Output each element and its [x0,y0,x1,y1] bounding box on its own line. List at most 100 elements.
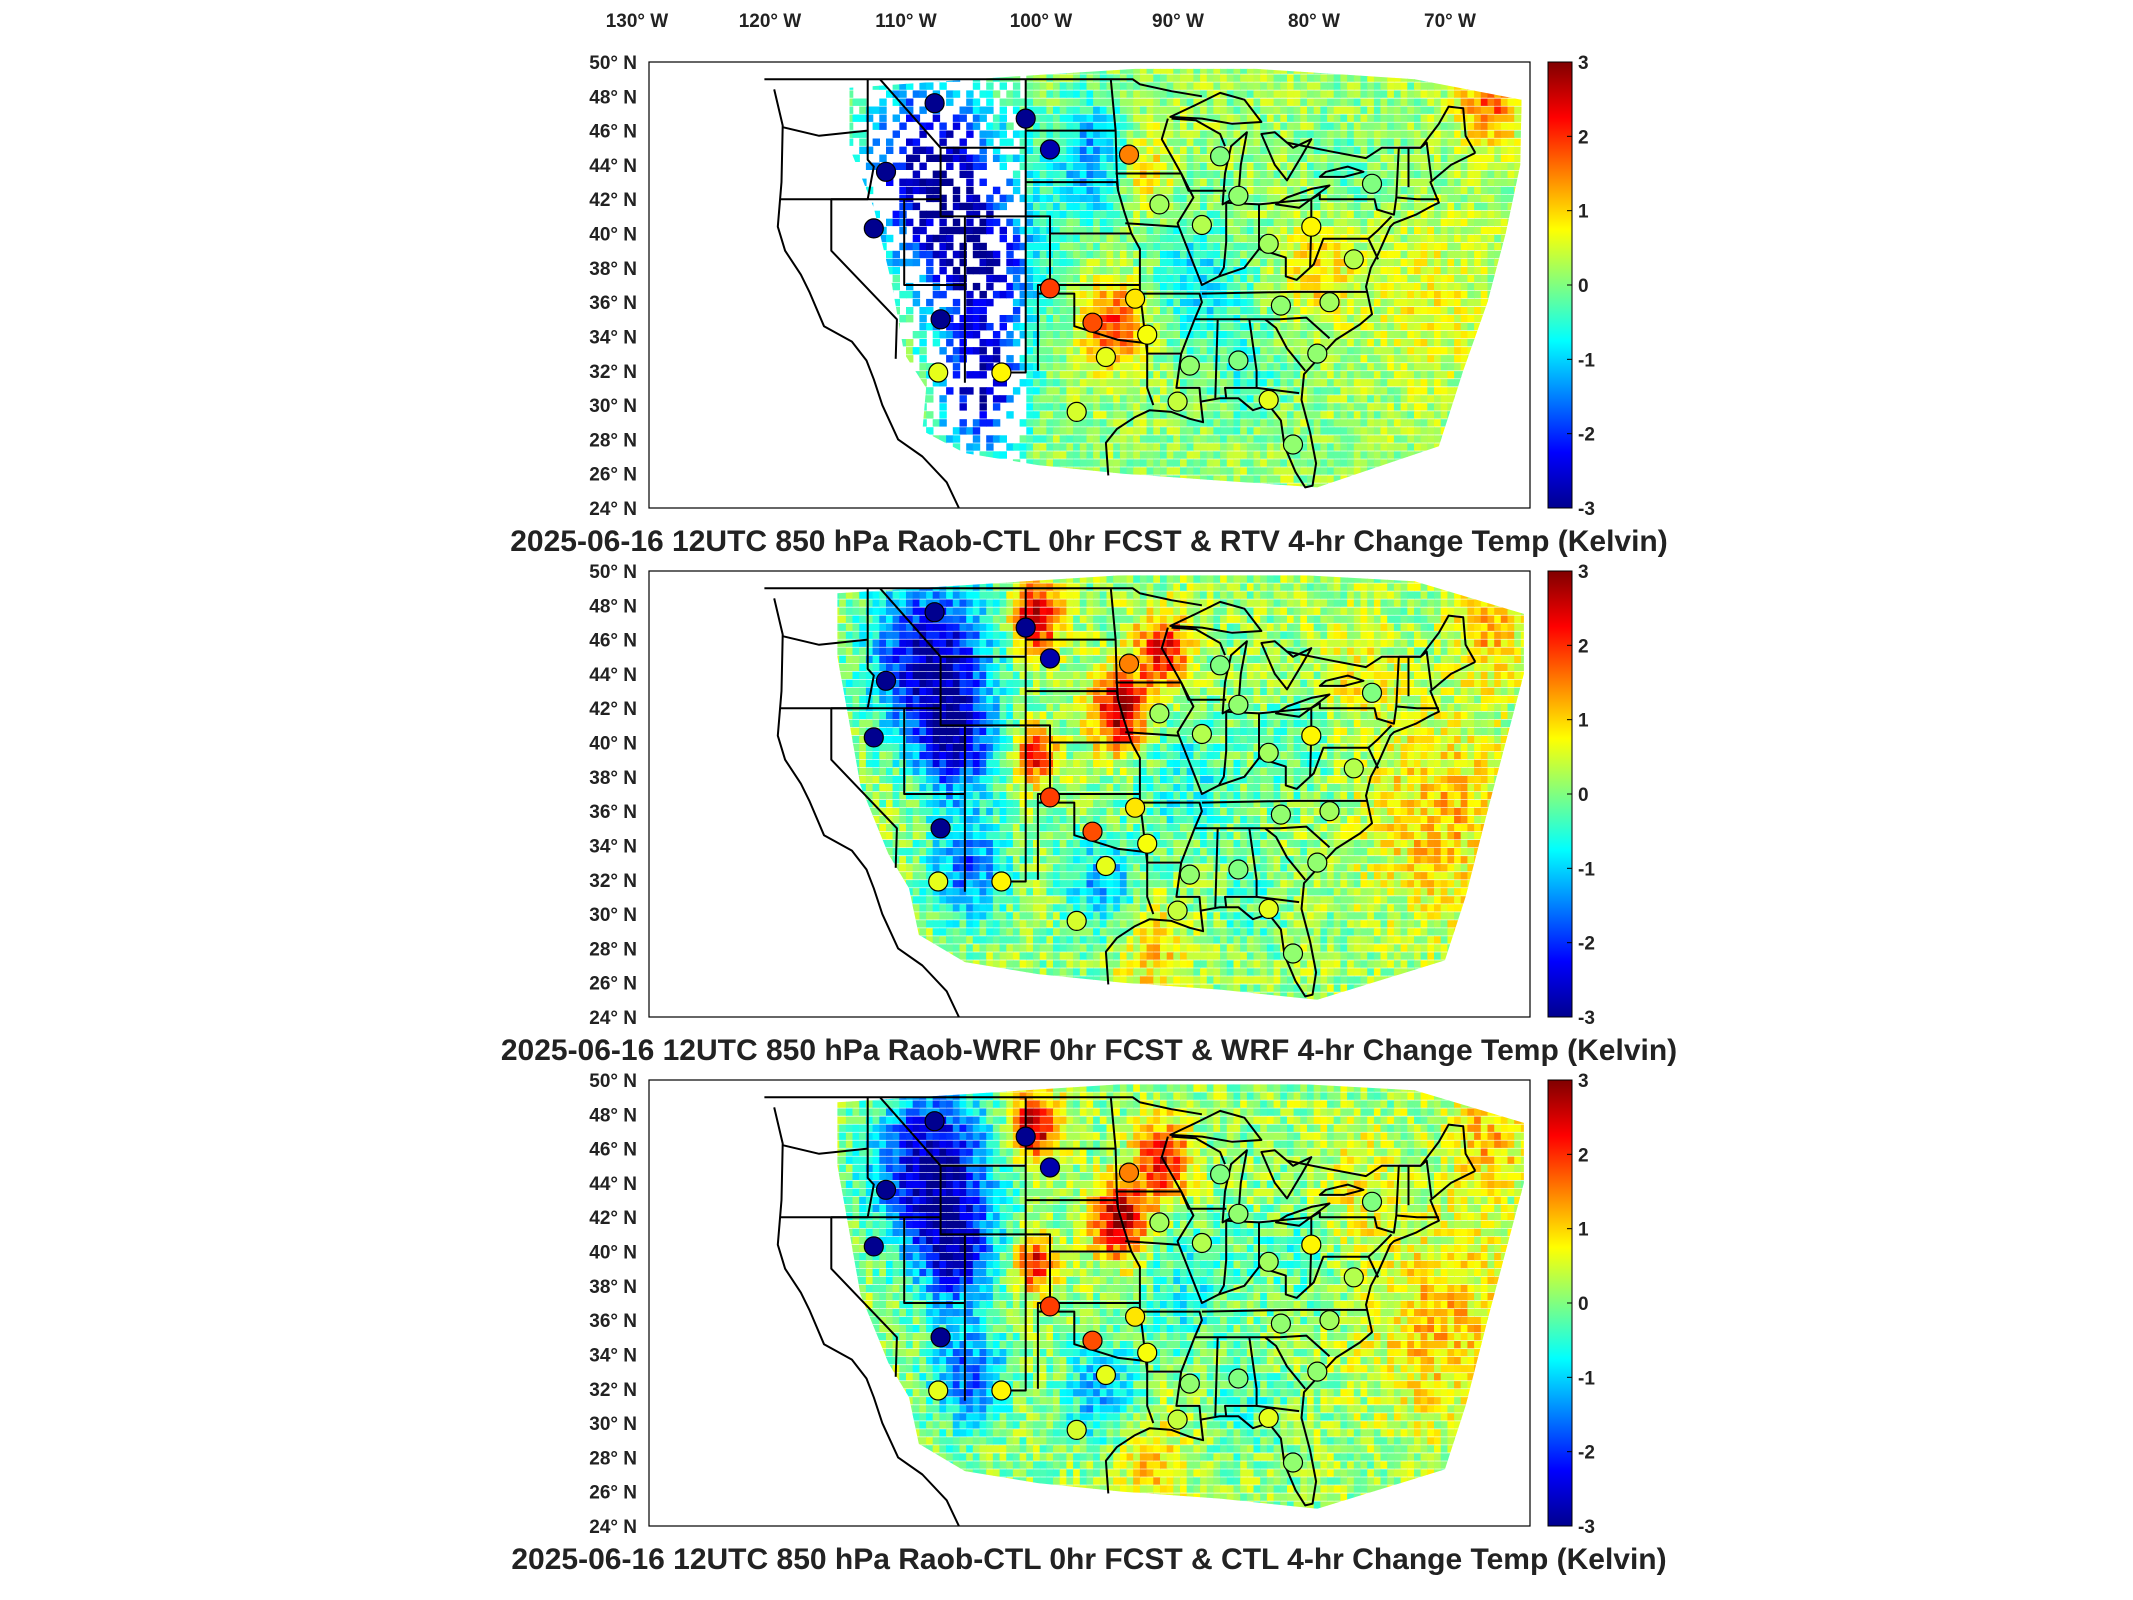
field-cell [1106,170,1114,178]
field-cell [1507,178,1515,186]
field-cell [886,331,894,339]
field-cell [1494,138,1502,146]
field-cell [819,163,826,170]
field-cell [1480,266,1489,275]
field-cell [1393,250,1402,259]
field-cell [1467,266,1475,275]
field-cell [1266,331,1275,339]
field-cell [1012,315,1021,323]
field-cell [1407,250,1415,259]
field-cell [1220,307,1228,315]
field-cell [833,307,840,314]
field-cell [1454,347,1462,355]
field-cell [1133,331,1141,339]
field-cell [1180,323,1188,331]
field-cell [912,371,921,379]
field-cell [1006,242,1014,251]
field-cell [1280,274,1288,283]
field-cell [1407,403,1415,411]
field-cell [1213,250,1221,259]
field-cell [1033,186,1041,195]
field-cell [1193,170,1201,178]
field-cell [1079,68,1088,74]
field-cell [1400,258,1408,267]
field-cell [1387,274,1395,283]
field-cell [1213,218,1221,227]
field-cell [1086,186,1094,195]
field-cell [1053,154,1061,162]
field-cell [1046,331,1054,339]
field-cell [1474,419,1482,427]
field-cell [1146,162,1154,170]
field-cell [1079,154,1088,162]
field-cell [1480,186,1489,195]
field-cell [1280,475,1288,483]
field-cell [1193,106,1201,114]
field-cell [1393,274,1402,283]
field-cell [879,475,887,483]
field-cell [1374,491,1381,498]
field-cell [1300,274,1308,283]
field-cell [1333,411,1342,419]
field-cell [1340,443,1348,451]
field-cell [1467,323,1475,331]
field-cell [1093,443,1101,451]
field-cell [1012,90,1021,98]
field-cell [1226,451,1235,459]
field-cell [1246,114,1255,122]
field-cell [1133,347,1141,355]
field-cell [979,250,987,259]
field-cell [1427,411,1435,419]
field-cell [1019,266,1027,275]
field-cell [1447,266,1455,275]
field-cell [1300,499,1307,506]
field-cell [1206,146,1215,154]
field-cell [1039,427,1048,435]
field-cell [1086,347,1094,355]
field-cell [1220,122,1228,130]
lon-tick-label: 90° W [1152,11,1204,32]
field-cell [1260,170,1268,178]
field-cell [1327,347,1335,355]
field-cell [906,467,914,475]
field-cell [1059,74,1068,82]
field-cell [1393,459,1402,467]
field-cell [1273,371,1281,379]
field-cell [1053,90,1061,98]
field-cell [1166,68,1175,74]
field-cell [1226,210,1235,219]
field-cell [1507,68,1515,74]
field-cell [986,451,994,459]
field-cell [1393,395,1402,403]
field-cell [1447,435,1455,443]
field-cell [1213,202,1221,211]
field-cell [1440,290,1449,299]
field-cell [1253,234,1261,243]
field-cell [1360,218,1368,227]
field-cell [1166,138,1175,146]
field-cell [1253,178,1261,186]
field-cell [1467,138,1475,146]
field-cell [1166,331,1175,339]
field-cell [906,178,914,186]
field-cell [826,307,833,314]
field-cell [1126,363,1134,371]
field-cell [899,242,907,251]
field-cell [1320,371,1328,379]
field-cell [1113,307,1121,315]
field-cell [1347,122,1355,130]
field-cell [1407,467,1415,475]
field-cell [1059,427,1068,435]
field-cell [1327,178,1335,186]
field-cell [1240,499,1247,506]
field-cell [1053,395,1061,403]
field-cell [1353,315,1362,323]
field-cell [1307,82,1315,90]
field-cell [919,178,927,186]
field-cell [1367,443,1375,451]
field-cell [1160,483,1168,488]
field-cell [1474,323,1482,331]
field-cell [1099,298,1108,307]
field-cell [1401,499,1408,506]
field-cell [1427,427,1435,435]
